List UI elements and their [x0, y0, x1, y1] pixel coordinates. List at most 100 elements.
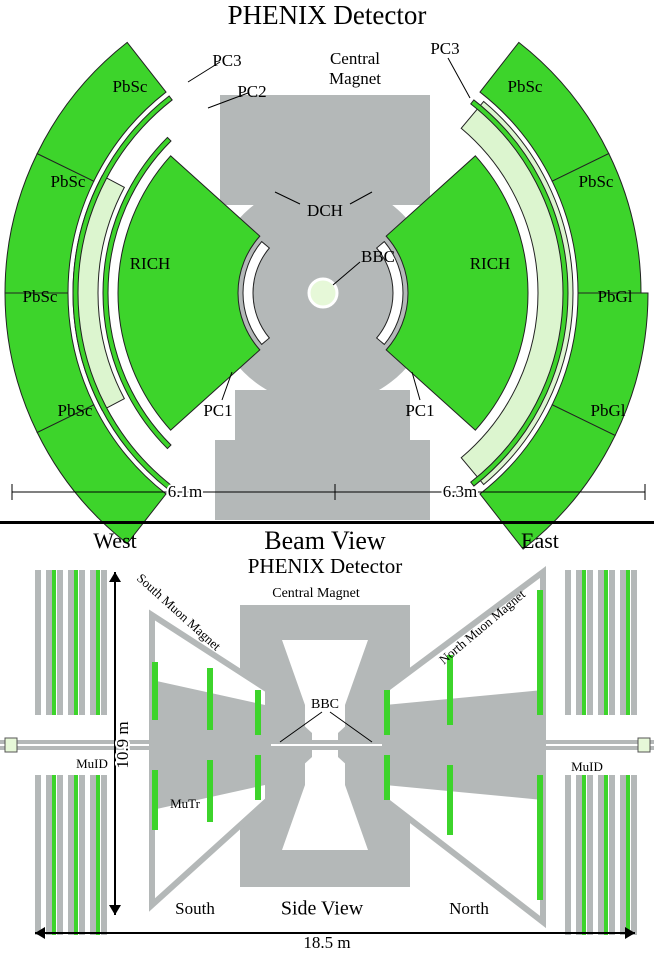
- muid-plane: [565, 775, 571, 935]
- muid-tube: [582, 775, 586, 935]
- emcal-west-sector: [36, 41, 167, 182]
- mutr-station: [152, 770, 158, 830]
- beam-label: DCH: [307, 201, 343, 220]
- pointer: [332, 261, 361, 286]
- mutr-station: [537, 590, 543, 715]
- mutr-station: [447, 765, 453, 835]
- arrow-head: [625, 927, 635, 939]
- mutr-station: [152, 662, 158, 720]
- emcal-east-sector: [479, 404, 616, 550]
- muid-plane: [57, 775, 63, 935]
- north-lampshade: [385, 690, 543, 800]
- muid-plane: [587, 570, 593, 715]
- muid-plane: [35, 775, 41, 935]
- pointer: [221, 371, 233, 401]
- muid-plane: [101, 570, 107, 715]
- muid-plane: [90, 775, 96, 935]
- muid-tube: [52, 570, 56, 715]
- muid-plane: [90, 570, 96, 715]
- beam-label: PbSc: [508, 77, 543, 96]
- pointer: [279, 711, 323, 743]
- side-label: West: [93, 528, 136, 553]
- beam-label: PbGl: [598, 287, 633, 306]
- muid-plane: [598, 775, 604, 935]
- muid-plane: [46, 570, 52, 715]
- mutr-station: [384, 690, 390, 735]
- muid-plane: [609, 775, 615, 935]
- beam-label: PC2: [237, 82, 266, 101]
- beam-label: PbGl: [591, 401, 626, 420]
- beam-label: PbSc: [58, 401, 93, 420]
- muid-plane: [57, 570, 63, 715]
- arrow-head: [35, 927, 45, 939]
- side-label: BBC: [311, 697, 339, 712]
- dch-east: [375, 240, 404, 346]
- detector-shapes: [0, 41, 654, 939]
- muid-tube: [582, 570, 586, 715]
- pointer: [447, 57, 471, 99]
- box-east: [637, 737, 651, 753]
- mutr-station: [207, 760, 213, 822]
- mutr-station: [255, 690, 261, 735]
- mutr-station: [537, 775, 543, 900]
- emcal-east-sector: [551, 152, 642, 294]
- side-label: South: [175, 899, 215, 918]
- muid-plane: [631, 570, 637, 715]
- emcal-east-sector: [551, 292, 649, 437]
- beam-label: PC1: [203, 401, 232, 420]
- magnet-bottom: [215, 390, 430, 520]
- muid-plane: [576, 775, 582, 935]
- pointer: [349, 191, 373, 205]
- muid-tube: [626, 570, 630, 715]
- muid-plane: [620, 570, 626, 715]
- mutr-station: [447, 655, 453, 725]
- muid-plane: [79, 570, 85, 715]
- rich-west: [117, 155, 261, 431]
- beam-label: PbSc: [51, 172, 86, 191]
- beam-label: Central: [330, 49, 380, 68]
- muid-plane: [79, 775, 85, 935]
- dch-west: [242, 240, 271, 346]
- beam-label: PC3: [430, 39, 459, 58]
- muid-plane: [68, 775, 74, 935]
- side-label: East: [521, 528, 559, 553]
- rich-east: [385, 155, 529, 431]
- muid-plane: [609, 570, 615, 715]
- muid-plane: [68, 570, 74, 715]
- beam-label: Beam View: [264, 526, 386, 555]
- muid-plane: [620, 775, 626, 935]
- pointer: [207, 92, 249, 109]
- pointer: [187, 61, 221, 83]
- box-west: [4, 737, 18, 753]
- mutr-station: [255, 755, 261, 800]
- pc2-west: [102, 136, 172, 450]
- side-title: PHENIX Detector: [248, 554, 403, 578]
- emcal-west-sector: [36, 404, 167, 545]
- beam-core: [0, 744, 654, 746]
- muid-tube: [52, 775, 56, 935]
- muid-plane: [598, 570, 604, 715]
- side-label: MuTr: [170, 796, 201, 811]
- beam-label: RICH: [470, 254, 511, 273]
- beam-label: RICH: [130, 254, 171, 273]
- muid-plane: [101, 775, 107, 935]
- muid-plane: [576, 570, 582, 715]
- pc3-west: [72, 95, 173, 491]
- arrow-head: [109, 905, 121, 915]
- muid-plane: [35, 570, 41, 715]
- emcal-east-sector: [479, 41, 610, 182]
- muid-plane: [587, 775, 593, 935]
- beam-label: PbSc: [113, 77, 148, 96]
- mutr-station: [384, 755, 390, 800]
- bbc-ring: [307, 277, 339, 309]
- beam-label: PC3: [212, 51, 241, 70]
- side-label: MuID: [571, 759, 603, 774]
- muid-tube: [626, 775, 630, 935]
- beam-label: Magnet: [329, 69, 381, 88]
- side-label: 18.5 m: [303, 933, 350, 952]
- muid-tube: [96, 570, 100, 715]
- muid-tube: [74, 775, 78, 935]
- arrow-head: [109, 572, 121, 582]
- pointer: [274, 191, 301, 205]
